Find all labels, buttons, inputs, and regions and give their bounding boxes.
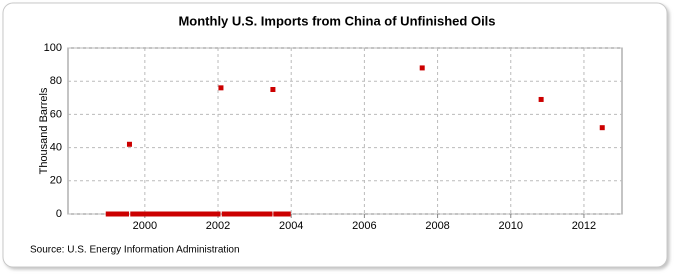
point (264, 211, 270, 217)
point (148, 211, 154, 217)
point (267, 211, 273, 217)
point (124, 211, 130, 217)
point (203, 211, 209, 217)
point (230, 211, 236, 217)
x-tick-label: 2010 (499, 220, 523, 232)
point (172, 211, 178, 217)
point (197, 211, 203, 217)
chart-title: Monthly U.S. Imports from China of Unfin… (178, 13, 495, 28)
point (249, 211, 255, 217)
y-tick-label: 80 (50, 75, 62, 87)
point (270, 87, 276, 92)
point (188, 211, 194, 217)
point (169, 211, 175, 217)
x-tick-label: 2000 (133, 220, 157, 232)
point (245, 211, 251, 217)
point (105, 211, 111, 217)
y-tick-label: 100 (44, 42, 62, 54)
point (227, 211, 233, 217)
x-tick-label: 2002 (206, 220, 230, 232)
point (258, 211, 264, 217)
point (114, 211, 120, 217)
point (221, 211, 227, 217)
point (185, 211, 191, 217)
point (200, 211, 206, 217)
y-tick-label: 20 (50, 175, 62, 187)
point (261, 211, 267, 217)
point (157, 211, 163, 217)
point (191, 211, 197, 217)
point (151, 211, 157, 217)
point (538, 96, 544, 102)
point (111, 211, 117, 217)
x-tick-label: 2006 (352, 220, 376, 232)
point (236, 211, 242, 217)
y-tick-label: 0 (56, 208, 62, 220)
source: Source: U.S. Energy Information Administ… (30, 245, 240, 256)
point (181, 211, 187, 217)
point (206, 211, 212, 217)
point (160, 211, 166, 217)
point (255, 211, 261, 217)
point (233, 211, 239, 217)
point (166, 211, 172, 217)
point (209, 211, 215, 217)
y-axis-label: Thousand Barrels (38, 87, 50, 174)
point (419, 65, 425, 71)
point (212, 211, 218, 217)
point (194, 211, 200, 217)
point (121, 211, 127, 217)
point (215, 211, 221, 217)
x-tick-label: 2008 (425, 220, 449, 232)
point (252, 211, 258, 217)
plot-area (67, 47, 623, 215)
point (163, 211, 169, 217)
point (178, 211, 184, 217)
x-tick-label: 2004 (279, 220, 303, 232)
point (133, 211, 139, 217)
point (142, 211, 148, 217)
point (282, 211, 288, 217)
point (176, 211, 182, 217)
point (108, 211, 114, 217)
point (273, 211, 279, 217)
point (242, 211, 248, 217)
point (136, 211, 142, 217)
y-tick-label: 60 (50, 108, 62, 120)
point (599, 125, 605, 131)
x-tick-label: 2012 (572, 220, 596, 232)
point (139, 211, 145, 217)
point (224, 211, 230, 217)
point (240, 211, 246, 217)
point (285, 211, 291, 217)
point (218, 85, 224, 91)
point (279, 211, 285, 217)
y-tick-label: 40 (50, 142, 62, 154)
point (126, 141, 132, 147)
point (154, 211, 160, 217)
point (145, 211, 151, 217)
point (130, 211, 136, 217)
point (276, 211, 282, 217)
point (117, 211, 123, 217)
